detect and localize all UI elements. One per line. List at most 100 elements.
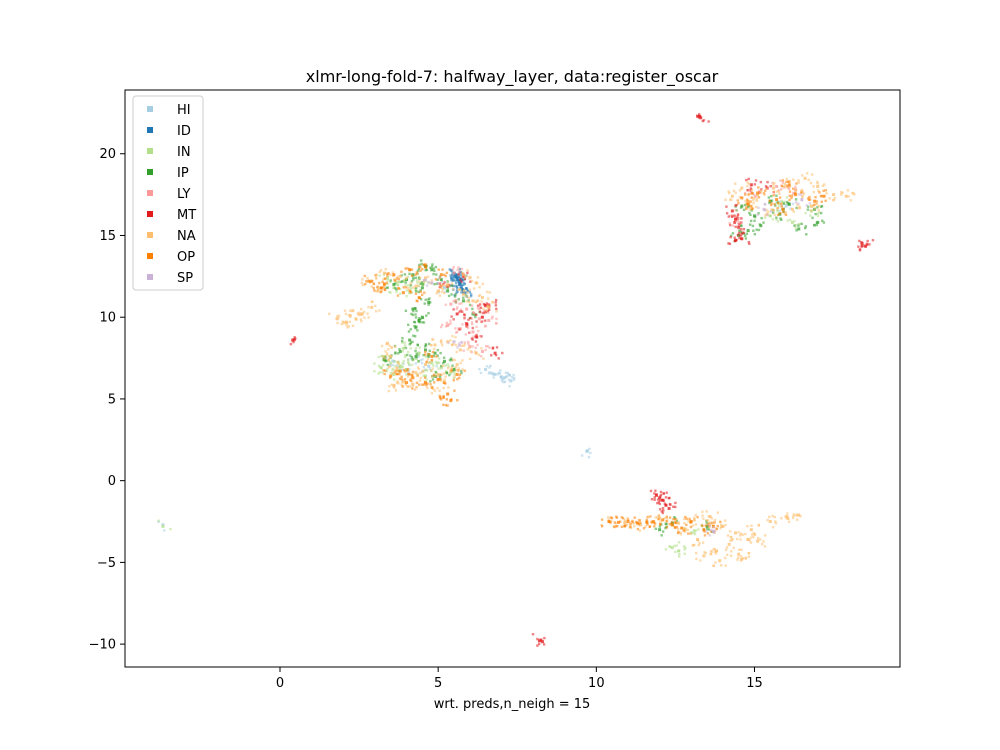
data-point bbox=[785, 177, 789, 181]
data-point bbox=[720, 564, 723, 567]
data-point bbox=[477, 317, 481, 321]
data-point bbox=[781, 179, 785, 182]
data-point bbox=[458, 310, 461, 313]
data-point bbox=[732, 189, 736, 193]
data-point bbox=[710, 517, 713, 520]
data-point bbox=[654, 489, 657, 492]
data-point bbox=[798, 205, 801, 208]
data-point bbox=[733, 214, 736, 217]
data-point bbox=[423, 291, 426, 294]
data-point bbox=[866, 243, 869, 246]
data-point bbox=[483, 303, 487, 307]
y-tick-label: 20 bbox=[99, 147, 116, 162]
data-point bbox=[740, 224, 743, 228]
data-point bbox=[430, 375, 434, 379]
legend-label: MT bbox=[177, 208, 196, 223]
data-point bbox=[489, 364, 492, 368]
data-point bbox=[417, 353, 420, 357]
data-point bbox=[370, 305, 374, 309]
data-point bbox=[389, 279, 392, 282]
data-point bbox=[382, 358, 386, 362]
series-MT bbox=[289, 113, 875, 647]
data-point bbox=[456, 278, 460, 282]
data-point bbox=[585, 449, 589, 453]
data-point bbox=[797, 513, 801, 517]
data-point bbox=[816, 184, 820, 188]
data-point bbox=[697, 528, 700, 531]
data-point bbox=[750, 188, 754, 192]
data-point bbox=[429, 266, 432, 270]
data-point bbox=[485, 290, 489, 294]
data-point bbox=[445, 372, 449, 375]
data-point bbox=[463, 279, 466, 282]
data-point bbox=[407, 363, 411, 366]
data-point bbox=[389, 354, 393, 358]
data-point bbox=[424, 353, 427, 356]
data-point bbox=[654, 527, 658, 531]
data-point bbox=[801, 194, 805, 198]
data-point bbox=[433, 347, 436, 351]
data-point bbox=[449, 399, 453, 403]
data-point bbox=[499, 369, 502, 372]
data-point bbox=[475, 313, 478, 317]
data-point bbox=[705, 521, 709, 525]
data-point bbox=[788, 185, 792, 188]
data-point bbox=[868, 243, 871, 246]
data-point bbox=[447, 284, 450, 288]
data-point bbox=[427, 311, 430, 315]
data-point bbox=[408, 342, 412, 346]
data-point bbox=[419, 282, 422, 285]
data-point bbox=[794, 226, 797, 230]
data-point bbox=[736, 213, 740, 216]
data-point bbox=[497, 357, 500, 360]
data-point bbox=[833, 197, 837, 200]
y-tick-label: 10 bbox=[99, 311, 116, 326]
data-point bbox=[794, 193, 798, 197]
data-point bbox=[793, 224, 796, 227]
data-point bbox=[365, 280, 368, 283]
data-point bbox=[406, 350, 410, 354]
data-point bbox=[431, 378, 435, 381]
data-point bbox=[414, 316, 418, 319]
data-point bbox=[411, 373, 414, 377]
data-point bbox=[698, 542, 701, 545]
data-point bbox=[502, 380, 505, 384]
data-point bbox=[417, 360, 420, 363]
data-point bbox=[456, 377, 459, 381]
series-LY bbox=[439, 179, 804, 358]
data-point bbox=[699, 559, 702, 562]
data-point bbox=[433, 381, 436, 384]
data-point bbox=[425, 378, 428, 381]
data-point bbox=[422, 374, 425, 377]
data-point bbox=[414, 347, 418, 350]
data-point bbox=[477, 329, 480, 333]
data-point bbox=[427, 364, 431, 368]
data-point bbox=[439, 366, 443, 370]
data-point bbox=[786, 515, 789, 518]
data-point bbox=[378, 309, 381, 312]
data-point bbox=[495, 346, 499, 349]
data-point bbox=[451, 268, 455, 271]
data-point bbox=[460, 344, 463, 348]
data-point bbox=[693, 516, 696, 520]
data-point bbox=[747, 193, 750, 196]
data-point bbox=[822, 194, 826, 198]
data-point bbox=[736, 233, 740, 237]
data-point bbox=[802, 192, 806, 195]
data-point bbox=[727, 542, 731, 546]
data-point bbox=[439, 378, 442, 381]
data-point bbox=[478, 310, 482, 313]
data-point bbox=[668, 545, 672, 548]
data-point bbox=[410, 355, 414, 359]
data-point bbox=[413, 335, 417, 338]
data-point bbox=[813, 223, 816, 227]
data-point bbox=[438, 294, 442, 297]
data-point bbox=[461, 283, 465, 286]
data-point bbox=[728, 191, 731, 195]
data-point bbox=[403, 341, 406, 344]
data-point bbox=[817, 204, 821, 208]
data-point bbox=[414, 284, 418, 288]
data-point bbox=[697, 543, 700, 547]
data-point bbox=[649, 515, 652, 518]
